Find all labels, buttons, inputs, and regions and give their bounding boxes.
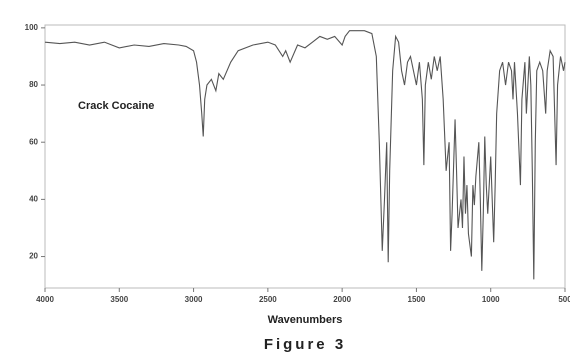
x-tick-label: 2000 [333, 295, 351, 304]
x-tick-label: 1500 [408, 295, 426, 304]
x-tick-label: 1000 [482, 295, 500, 304]
x-tick-label: 3500 [110, 295, 128, 304]
spectrum-line [44, 30, 566, 280]
annotation: Crack Cocaine [78, 100, 154, 112]
x-tick-label: 2500 [259, 295, 277, 304]
y-tick-label: 100 [25, 23, 39, 32]
y-tick-label: 20 [29, 252, 38, 261]
y-tick-label: 60 [29, 137, 38, 146]
x-tick-label: 500 [558, 295, 570, 304]
caption: Figure 3 [264, 336, 346, 353]
plot-area [44, 24, 566, 289]
y-tick-label: 80 [29, 80, 38, 89]
y-tick-label: 40 [29, 194, 38, 203]
x-tick-label: 3000 [185, 295, 203, 304]
x-axis-label: Wavenumbers [268, 314, 343, 326]
x-tick-label: 4000 [36, 295, 54, 304]
